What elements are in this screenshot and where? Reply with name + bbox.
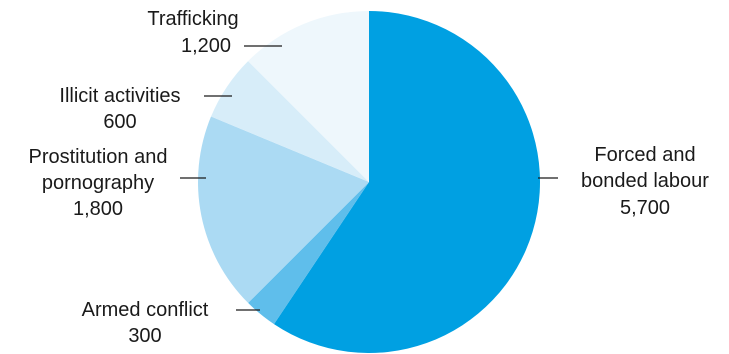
pie-slices [197, 10, 541, 353]
label-illicit-activities-name: Illicit activities [59, 85, 180, 107]
value-forced-bonded-labour: 5,700 [620, 197, 670, 219]
label-armed-conflict-name: Armed conflict [82, 299, 209, 321]
label-forced-bonded-labour: Forced and bonded labour 5,700 [538, 144, 709, 219]
pie-slice-armed-conflict [248, 182, 369, 325]
label-illicit-activities: Illicit activities 600 [59, 85, 232, 133]
label-prostitution-line-2: pornography [42, 172, 154, 194]
label-prostitution-pornography: Prostitution and pornography 1,800 [29, 146, 206, 220]
pie-slice-trafficking [248, 10, 369, 182]
value-trafficking: 1,200 [181, 35, 231, 57]
label-trafficking-name: Trafficking [147, 8, 238, 30]
value-illicit-activities: 600 [103, 111, 136, 133]
value-armed-conflict: 300 [128, 325, 161, 347]
pie-slice-prostitution-pornography [197, 116, 369, 303]
label-forced-line-1: Forced and [594, 144, 695, 166]
label-trafficking: Trafficking 1,200 [147, 8, 282, 57]
pie-slice-forced-bonded-labour [274, 11, 541, 353]
label-prostitution-line-1: Prostitution and [29, 146, 168, 168]
value-prostitution-pornography: 1,800 [73, 198, 123, 220]
pie-slice-illicit-activities [211, 61, 369, 182]
label-forced-line-2: bonded labour [581, 170, 709, 192]
label-armed-conflict: Armed conflict 300 [82, 299, 260, 347]
